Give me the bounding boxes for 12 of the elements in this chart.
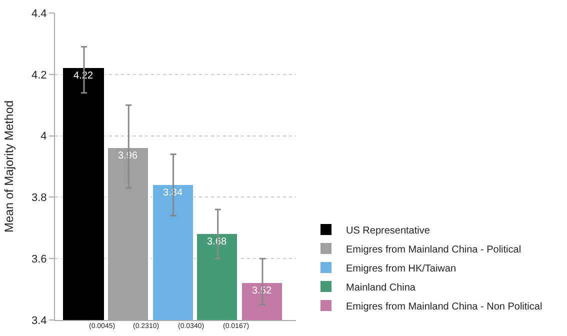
y-tick-label: 3.8	[32, 192, 47, 204]
legend-label: US Representative	[346, 225, 430, 236]
legend-label: Emigres from Mainland China - Non Political	[346, 301, 542, 312]
y-tick-label: 4	[40, 130, 47, 143]
y-tick-label: 3.6	[32, 253, 47, 266]
y-tick-label: 4.4	[32, 8, 47, 20]
legend-label: Emigres from Mainland China - Political	[346, 244, 522, 256]
y-tick-label: 4.2	[32, 69, 47, 82]
y-tick-label: 3.4	[32, 314, 47, 327]
y-axis-title: Mean of Majority Method	[2, 100, 16, 233]
legend-label: Emigres from HK/Taiwan	[346, 263, 456, 274]
legend-label: Mainland China	[346, 282, 416, 294]
